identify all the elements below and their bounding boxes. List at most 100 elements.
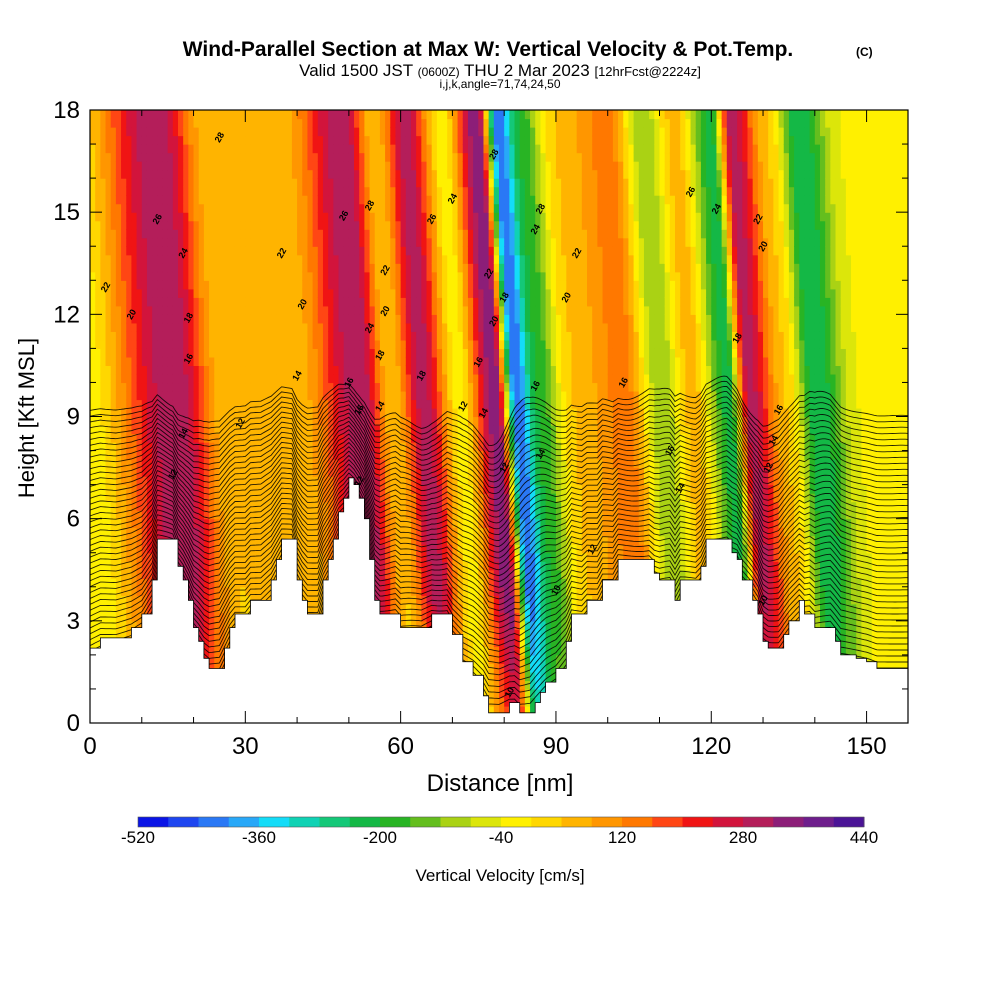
velocity-cell — [333, 246, 340, 256]
velocity-cell — [260, 169, 267, 179]
velocity-cell — [95, 314, 101, 324]
velocity-cell — [110, 518, 117, 528]
velocity-cell — [162, 356, 169, 367]
velocity-cell — [224, 263, 231, 273]
velocity-cell — [209, 629, 215, 639]
velocity-cell — [183, 552, 189, 562]
velocity-cell — [291, 144, 298, 154]
velocity-cell — [260, 390, 267, 401]
velocity-cell — [214, 442, 221, 452]
velocity-cell — [193, 246, 200, 256]
velocity-cell — [281, 501, 288, 511]
velocity-cell — [328, 331, 334, 341]
velocity-cell — [405, 237, 412, 247]
velocity-cell — [214, 595, 221, 605]
velocity-cell — [302, 263, 309, 273]
velocity-cell — [219, 288, 226, 298]
velocity-cell — [95, 297, 101, 307]
velocity-cell — [110, 484, 117, 494]
velocity-cell — [359, 305, 365, 315]
velocity-cell — [271, 110, 277, 120]
velocity-cell — [219, 169, 226, 179]
velocity-cell — [110, 510, 117, 520]
velocity-cell — [312, 510, 319, 520]
velocity-cell — [95, 212, 101, 222]
velocity-cell — [302, 552, 309, 562]
velocity-cell — [312, 527, 319, 537]
velocity-cell — [203, 229, 210, 239]
velocity-cell — [405, 118, 412, 128]
velocity-cell — [281, 220, 288, 230]
velocity-cell — [146, 322, 153, 332]
velocity-cell — [250, 263, 257, 273]
velocity-cell — [395, 280, 402, 290]
velocity-cell — [188, 467, 195, 477]
velocity-cell — [416, 450, 422, 460]
velocity-cell — [121, 144, 127, 154]
velocity-cell — [234, 288, 241, 298]
velocity-cell — [374, 178, 381, 188]
velocity-cell — [400, 212, 407, 222]
velocity-cell — [131, 280, 138, 290]
velocity-cell — [395, 365, 402, 375]
velocity-cell — [240, 144, 246, 154]
velocity-cell — [255, 382, 262, 392]
velocity-cell — [250, 459, 257, 469]
velocity-cell — [245, 467, 252, 477]
velocity-cell — [390, 314, 397, 324]
velocity-cell — [431, 169, 438, 179]
velocity-cell — [317, 246, 324, 256]
velocity-cell — [110, 110, 117, 120]
velocity-cell — [266, 356, 272, 367]
velocity-cell — [209, 569, 215, 579]
velocity-cell — [421, 110, 428, 120]
velocity-cell — [442, 467, 448, 477]
velocity-cell — [416, 467, 422, 477]
velocity-cell — [110, 407, 117, 418]
velocity-cell — [343, 459, 350, 469]
velocity-cell — [328, 212, 334, 222]
velocity-cell — [105, 561, 112, 571]
velocity-cell — [193, 433, 200, 443]
velocity-cell — [271, 305, 277, 315]
velocity-cell — [162, 220, 169, 230]
velocity-cell — [426, 578, 433, 588]
velocity-cell — [131, 144, 138, 154]
velocity-cell — [240, 510, 246, 520]
velocity-cell — [410, 246, 417, 256]
velocity-cell — [188, 407, 195, 418]
velocity-cell — [115, 586, 122, 596]
velocity-cell — [431, 552, 438, 562]
velocity-cell — [421, 467, 428, 477]
velocity-cell — [95, 169, 101, 179]
velocity-cell — [385, 399, 391, 409]
velocity-cell — [405, 484, 412, 494]
velocity-cell — [312, 203, 319, 213]
velocity-cell — [410, 433, 417, 443]
velocity-cell — [379, 314, 386, 324]
velocity-cell — [136, 212, 143, 222]
velocity-cell — [209, 314, 215, 324]
velocity-cell — [307, 399, 314, 409]
velocity-cell — [260, 450, 267, 460]
velocity-cell — [167, 493, 174, 503]
velocity-cell — [286, 152, 293, 162]
velocity-cell — [203, 569, 210, 579]
velocity-cell — [229, 288, 236, 298]
velocity-cell — [426, 229, 433, 239]
velocity-cell — [359, 484, 365, 494]
velocity-cell — [115, 314, 122, 324]
velocity-cell — [214, 646, 221, 656]
velocity-cell — [121, 237, 127, 247]
velocity-cell — [90, 220, 96, 230]
velocity-cell — [126, 416, 133, 426]
velocity-cell — [115, 356, 122, 367]
velocity-cell — [188, 246, 195, 256]
velocity-cell — [379, 484, 386, 494]
velocity-cell — [431, 203, 438, 213]
velocity-cell — [291, 314, 298, 324]
velocity-cell — [105, 459, 112, 469]
velocity-cell — [322, 314, 329, 324]
velocity-cell — [240, 280, 246, 290]
velocity-cell — [229, 280, 236, 290]
